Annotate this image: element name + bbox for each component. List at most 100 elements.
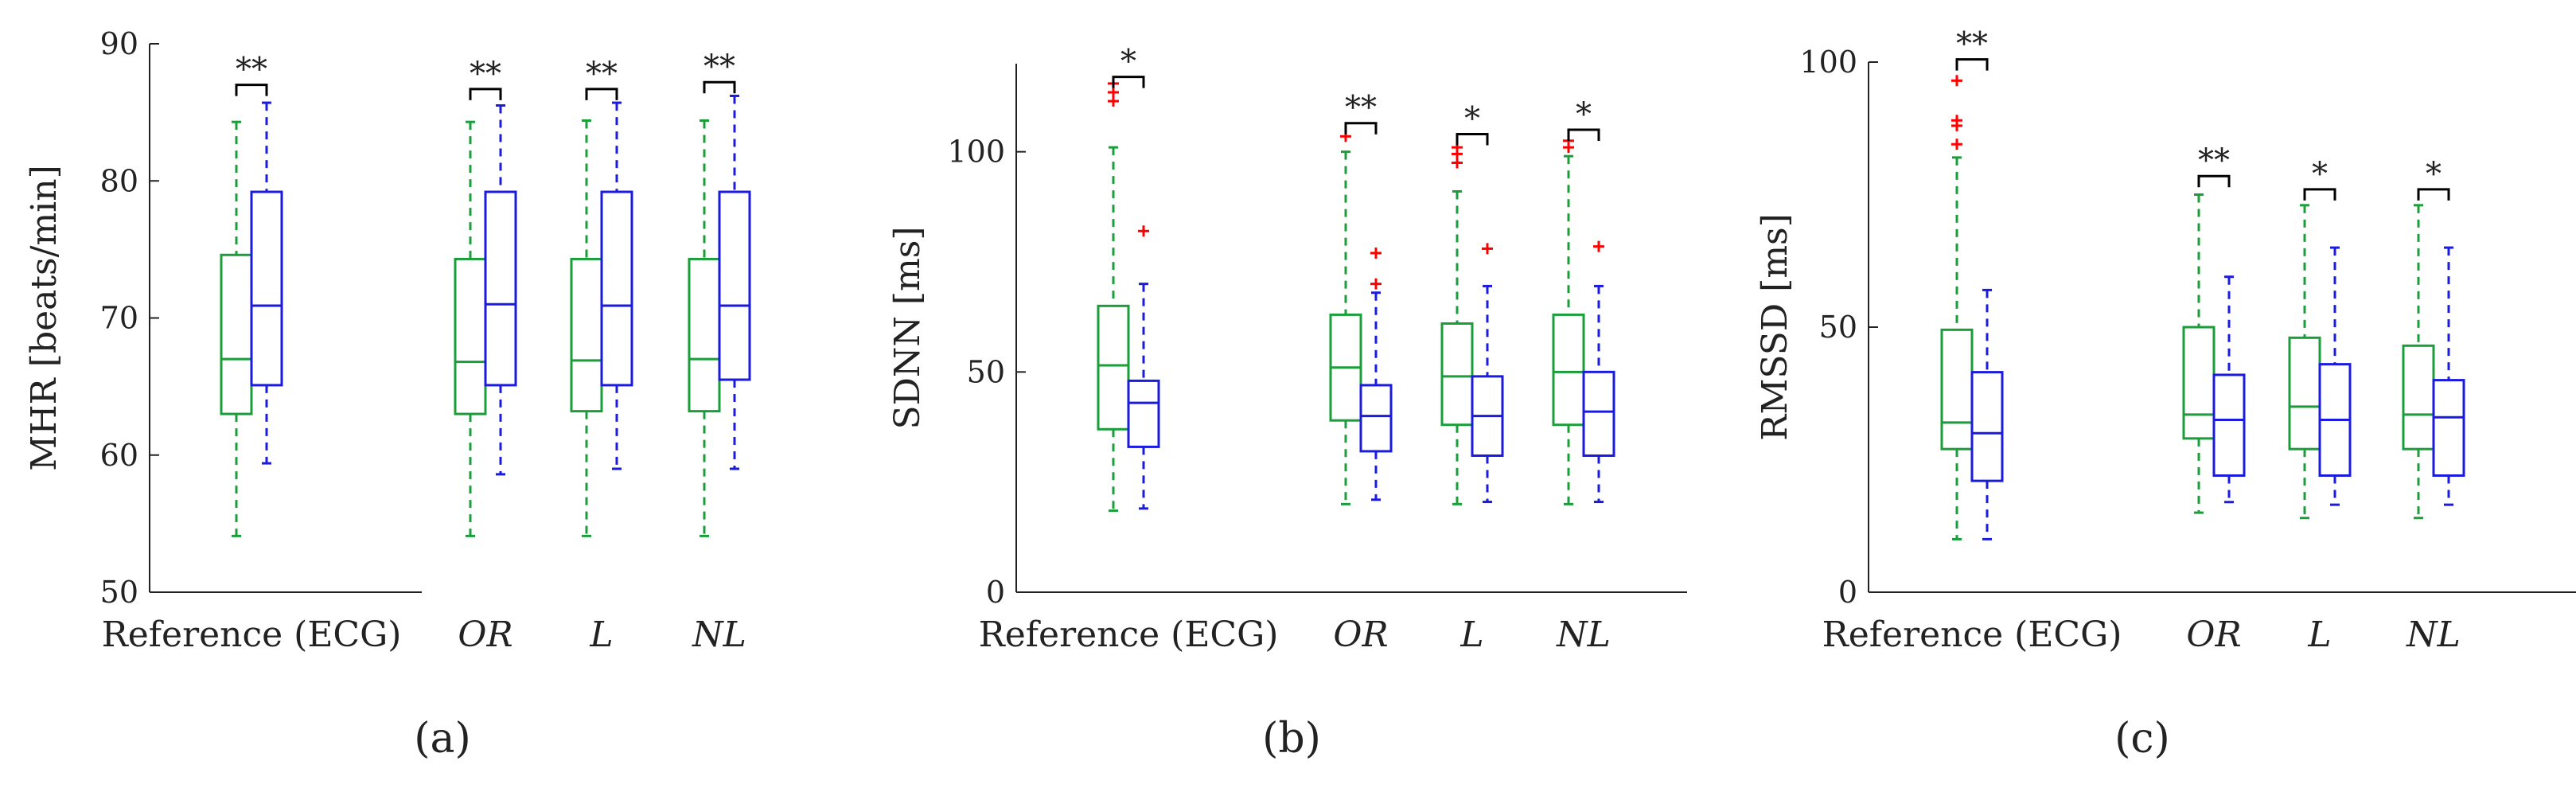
outlier-marker [1370,247,1382,259]
box-blue-3 [2432,246,2465,506]
significance-bracket: ** [1955,26,1989,71]
category-label: L [589,614,613,655]
box-iqr [688,257,721,413]
box-green-3 [1552,135,1585,505]
bracket-line [585,88,618,100]
category-label: L [1459,614,1483,655]
significance-bracket: ** [585,56,618,100]
significance-label: * [2426,156,2442,193]
box-iqr [454,257,487,415]
box-iqr [718,190,751,381]
y-axis-label: RMSSD [ms] [1755,213,1795,441]
significance-label: ** [1345,90,1377,127]
significance-bracket: * [2417,156,2450,201]
significance-bracket: * [1567,96,1600,141]
box-green-2 [1440,142,1474,505]
panel-label: (c) [2114,715,2170,763]
y-tick-label: 0 [1838,575,1857,610]
box-iqr [484,190,517,387]
box-iqr [1552,313,1585,427]
panel-label: (a) [414,715,471,763]
significance-label: * [1120,44,1136,80]
category-label: NL [1556,614,1611,655]
significance-bracket: ** [703,49,736,94]
outlier-marker [1951,138,1962,150]
box-iqr [570,257,603,413]
box-iqr [2288,336,2321,451]
y-tick-label: 80 [100,163,138,198]
significance-label: ** [586,56,618,92]
category-label: Reference (ECG) [102,614,402,655]
box-blue-2 [2318,246,2352,506]
box-iqr [2212,373,2246,477]
outlier-marker [1951,75,1962,87]
bracket-line [235,84,268,96]
bracket-line [469,88,502,100]
panel-a: 50 60 70 80 90 MHR [beats/min] Reference (ECG)… [24,26,751,763]
box-blue-1 [484,104,517,476]
box-blue-0 [1127,225,1160,510]
bracket-line [1344,122,1378,135]
box-iqr [1940,328,1974,451]
category-label: OR [1333,614,1388,655]
box-iqr [2432,379,2465,477]
box-green-3 [688,119,721,537]
box-iqr [1582,370,1615,457]
category-label: Reference (ECG) [979,614,1279,655]
box-blue-0 [250,101,283,465]
box-iqr [1970,371,2004,482]
y-tick-label: 100 [947,135,1005,170]
bracket-line [703,80,736,94]
box-iqr [1097,304,1130,431]
box-iqr [220,253,253,415]
box-iqr [1359,384,1393,453]
y-tick-label: 100 [1799,45,1857,80]
y-tick-label: 0 [986,575,1005,610]
box-blue-2 [1471,243,1504,504]
significance-bracket: * [2303,156,2336,201]
box-green-0 [1940,75,1974,540]
y-tick-label: 50 [1819,310,1857,345]
box-blue-0 [1970,288,2004,540]
box-green-3 [2402,204,2435,520]
box-green-0 [220,120,253,537]
box-green-1 [1329,131,1362,505]
bracket-line [1955,58,1989,71]
box-green-2 [2288,204,2321,520]
outlier-marker [1593,240,1604,252]
category-label: NL [2406,614,2461,655]
significance-label: * [2312,156,2328,193]
y-tick-label: 70 [100,301,138,336]
significance-bracket: ** [2197,142,2231,188]
significance-label: ** [236,52,267,88]
y-tick-label: 50 [967,354,1005,389]
box-blue-3 [718,94,751,470]
outlier-marker [1370,278,1382,290]
category-label: L [2307,614,2331,655]
outlier-marker [1951,115,1962,127]
significance-bracket: * [1456,101,1489,146]
y-tick-label: 50 [100,575,138,610]
significance-label: ** [2198,142,2230,179]
bracket-line [2417,188,2450,201]
box-blue-1 [2212,275,2246,504]
category-label: NL [692,614,746,655]
box-iqr [600,190,633,387]
significance-label: * [1464,101,1480,138]
box-iqr [1127,379,1160,448]
significance-bracket: ** [235,52,268,96]
category-label: OR [458,614,512,655]
category-label: Reference (ECG) [1822,614,2122,655]
significance-bracket: ** [1344,90,1378,135]
significance-bracket: ** [469,56,502,100]
significance-bracket: * [1112,44,1145,88]
box-iqr [1440,322,1474,427]
significance-label: ** [703,49,735,85]
bracket-line [2197,174,2231,188]
category-label: OR [2186,614,2241,655]
box-iqr [250,190,283,387]
bracket-line [2303,188,2336,201]
significance-label: ** [470,56,501,92]
